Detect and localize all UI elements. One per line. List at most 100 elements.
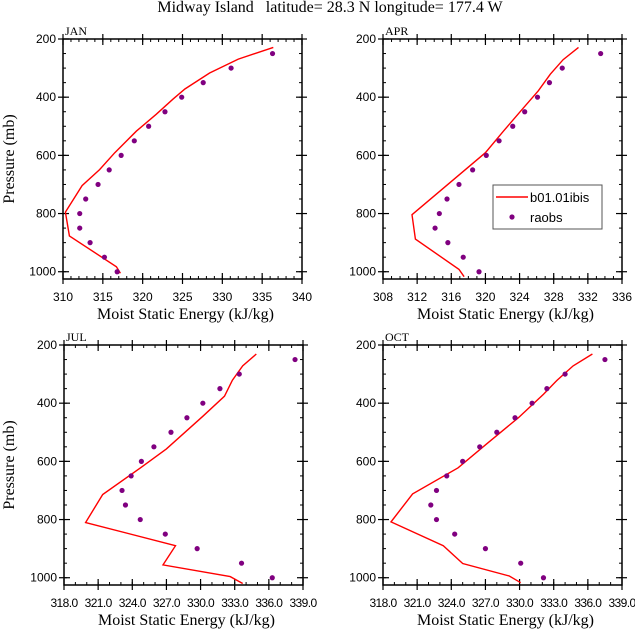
x-tick-label: 332 xyxy=(578,290,598,304)
x-tick-label: 318.0 xyxy=(369,596,397,610)
x-tick-label: 330.0 xyxy=(506,596,534,610)
y-tick-label: 400 xyxy=(36,90,56,104)
y-tick-label: 400 xyxy=(356,90,376,104)
plot-frame xyxy=(382,38,623,280)
data-point-raobs xyxy=(162,109,168,115)
data-point-raobs xyxy=(200,400,206,406)
data-point-raobs xyxy=(87,240,93,246)
data-point-raobs xyxy=(470,167,476,173)
data-point-raobs xyxy=(114,269,120,275)
data-point-raobs xyxy=(200,80,206,86)
y-tick-label: 800 xyxy=(36,207,56,221)
plot-frame xyxy=(382,344,623,586)
y-tick-label: 600 xyxy=(36,148,56,162)
plot-frame xyxy=(62,38,303,280)
x-tick-label: 336.0 xyxy=(574,596,602,610)
data-point-raobs xyxy=(217,386,223,392)
panel-label: APR xyxy=(385,24,408,38)
y-tick-label: 800 xyxy=(356,513,376,527)
x-tick-label: 310 xyxy=(53,290,73,304)
legend-label: b01.01ibis xyxy=(530,190,590,205)
y-tick-label: 1000 xyxy=(349,571,376,585)
data-point-raobs xyxy=(529,400,535,406)
data-point-raobs xyxy=(119,487,125,494)
y-axis-title: Pressure (mb) xyxy=(1,420,18,509)
data-point-raobs xyxy=(534,94,541,100)
x-tick-label: 324.0 xyxy=(438,596,466,610)
data-point-raobs xyxy=(162,531,168,537)
x-tick-label: 339.0 xyxy=(608,596,635,610)
figure-title: Midway Island latitude= 28.3 N longitude… xyxy=(157,0,503,16)
y-tick-label: 600 xyxy=(37,454,57,468)
panel-jul: JUL 318.0 321.0 324.0 327.0 330.0 333.0 336.0 33… xyxy=(1,330,318,629)
y-tick-label: 600 xyxy=(356,454,376,468)
data-point-raobs xyxy=(146,123,152,129)
data-point-raobs xyxy=(106,167,112,173)
data-point-raobs xyxy=(122,502,129,508)
data-point-raobs xyxy=(168,429,174,435)
data-point-raobs xyxy=(562,371,568,377)
y-tick-label: 200 xyxy=(356,338,376,352)
data-point-raobs xyxy=(444,196,450,202)
panel-oct: OCT 318.0 321.0 324.0 327.0 330.0 333.0 336.0 33… xyxy=(349,330,635,629)
data-point-raobs xyxy=(428,502,434,508)
panel-jan: JAN 310 315 320 325 330 335 340 200 400 600 800 1000… xyxy=(1,24,312,323)
y-tick-label: 200 xyxy=(37,338,57,352)
series-line-model xyxy=(411,46,579,278)
x-axis-title: Moist Static Energy (kJ/kg) xyxy=(417,306,594,323)
data-point-raobs xyxy=(101,254,108,260)
data-point-raobs xyxy=(598,50,604,57)
panel-label: OCT xyxy=(385,330,410,344)
y-tick-label: 200 xyxy=(356,32,376,46)
y-tick-label: 400 xyxy=(37,396,57,410)
data-point-raobs xyxy=(436,210,442,217)
data-point-raobs xyxy=(137,516,143,523)
y-tick-label: 800 xyxy=(37,513,57,527)
x-tick-label: 330 xyxy=(212,290,232,304)
data-point-raobs xyxy=(269,50,276,57)
data-point-raobs xyxy=(184,415,190,421)
x-tick-label: 333.0 xyxy=(221,596,249,610)
data-point-raobs xyxy=(194,546,200,552)
data-point-raobs xyxy=(292,356,298,363)
series-line-model xyxy=(84,353,257,585)
data-point-raobs xyxy=(546,80,553,86)
plot-frame xyxy=(63,344,304,586)
data-point-raobs xyxy=(236,371,242,377)
x-tick-label: 312 xyxy=(407,290,427,304)
data-point-raobs xyxy=(496,138,502,144)
data-point-raobs xyxy=(522,109,528,115)
x-tick-label: 315 xyxy=(93,290,113,304)
x-tick-label: 330.0 xyxy=(187,596,215,610)
panel-apr: APR 308 312 316 320 324 328 332 336 200 400 600 800 1… xyxy=(349,24,632,323)
panel-label: JAN xyxy=(65,24,87,38)
data-point-raobs xyxy=(432,225,438,231)
x-tick-label: 325 xyxy=(172,290,192,304)
legend-label: raobs xyxy=(530,210,563,225)
data-point-raobs xyxy=(128,473,134,479)
data-point-raobs xyxy=(77,210,83,217)
data-point-raobs xyxy=(433,516,440,523)
panel-label: JUL xyxy=(66,330,87,344)
y-tick-label: 1000 xyxy=(30,571,57,585)
data-point-raobs xyxy=(445,240,451,246)
data-point-raobs xyxy=(482,546,489,552)
x-tick-label: 320 xyxy=(133,290,153,304)
data-point-raobs xyxy=(518,560,524,566)
data-point-raobs xyxy=(460,458,466,464)
x-tick-label: 327.0 xyxy=(472,596,500,610)
data-point-raobs xyxy=(444,473,450,479)
x-tick-label: 333.0 xyxy=(540,596,568,610)
y-tick-label: 200 xyxy=(36,32,56,46)
data-point-raobs xyxy=(118,152,124,158)
data-point-raobs xyxy=(456,181,462,188)
legend-box xyxy=(492,184,603,230)
data-point-raobs xyxy=(433,487,440,494)
data-point-raobs xyxy=(544,386,550,392)
x-tick-label: 335 xyxy=(252,290,272,304)
y-tick-label: 400 xyxy=(356,396,376,410)
data-point-raobs xyxy=(238,560,245,566)
series-line-model xyxy=(389,353,593,584)
x-tick-label: 321.0 xyxy=(85,596,113,610)
